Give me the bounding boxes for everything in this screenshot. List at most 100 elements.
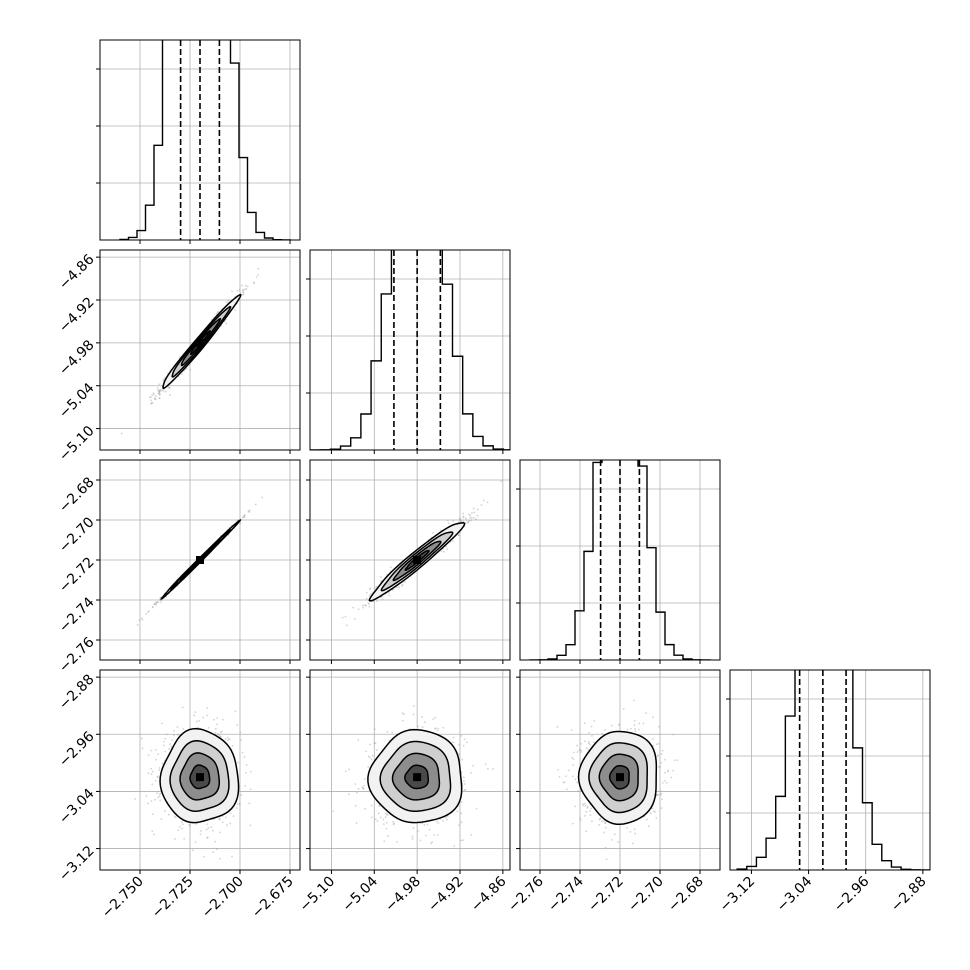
sample-point: [150, 773, 153, 775]
sample-point: [367, 766, 370, 769]
sample-point: [463, 738, 466, 741]
sample-point: [364, 604, 367, 607]
sample-point: [181, 820, 183, 823]
sample-point: [556, 726, 559, 728]
sample-point: [445, 816, 448, 819]
sample-point: [341, 616, 344, 619]
sample-point: [158, 391, 161, 394]
sample-point: [664, 758, 666, 761]
y-tick-label: −2.88: [56, 671, 98, 713]
sample-point: [155, 395, 157, 398]
x-tick-label: −4.86: [468, 873, 510, 915]
sample-point: [570, 729, 573, 732]
sample-point: [567, 769, 570, 772]
sample-point: [383, 840, 386, 843]
sample-point: [236, 803, 239, 806]
sample-point: [361, 786, 364, 789]
sample-point: [374, 587, 376, 589]
sample-point: [168, 386, 171, 389]
sample-point: [417, 830, 419, 832]
sample-point: [207, 827, 210, 829]
sample-point: [231, 290, 233, 293]
sample-point: [656, 793, 658, 796]
sample-point: [470, 771, 473, 774]
sample-point: [473, 511, 476, 514]
sample-point: [580, 749, 583, 752]
sample-point: [442, 819, 444, 822]
panel-content: [310, 250, 510, 450]
sample-point: [236, 724, 239, 726]
sample-point: [466, 741, 468, 744]
sample-point: [589, 810, 591, 812]
sample-point: [225, 322, 228, 325]
sample-point: [452, 520, 455, 522]
sample-point: [161, 389, 164, 392]
sample-point: [468, 513, 470, 516]
x-tick-label: −2.74: [545, 873, 587, 915]
sample-point: [231, 744, 234, 747]
sample-point: [151, 401, 154, 404]
sample-point: [578, 748, 581, 751]
sample-point: [484, 763, 487, 766]
sample-point: [147, 610, 150, 613]
sample-point: [373, 728, 376, 731]
sample-point: [599, 817, 602, 820]
sample-point: [434, 716, 437, 719]
sample-point: [235, 807, 238, 809]
panel-frame: [309, 249, 511, 451]
sample-point: [386, 835, 389, 837]
sample-point: [576, 781, 578, 784]
sample-point: [647, 825, 650, 828]
sample-point: [227, 299, 230, 302]
sample-point: [432, 531, 435, 534]
sample-point: [219, 735, 222, 738]
sample-point: [168, 387, 171, 389]
sample-point: [164, 737, 167, 740]
sample-point: [241, 288, 244, 291]
density-panel-p1-p3: [306, 669, 511, 874]
sample-point: [460, 812, 462, 815]
sample-point: [660, 761, 663, 764]
sample-point: [580, 751, 582, 754]
sample-point: [386, 814, 389, 817]
sample-point: [153, 603, 156, 605]
sample-point: [447, 522, 450, 525]
sample-point: [574, 778, 577, 781]
sample-point: [344, 615, 347, 618]
sample-point: [238, 802, 241, 805]
sample-point: [436, 834, 439, 837]
sample-point: [579, 818, 582, 821]
sample-point: [400, 584, 403, 587]
sample-point: [460, 734, 463, 737]
sample-point: [212, 829, 214, 832]
sample-point: [586, 807, 589, 809]
sample-point: [368, 594, 371, 597]
sample-point: [392, 820, 395, 823]
sample-point: [446, 815, 449, 818]
histogram-panel-p3: [726, 669, 931, 874]
sample-point: [558, 775, 561, 778]
sample-point: [234, 710, 237, 713]
sample-point: [362, 787, 364, 790]
sample-point: [638, 728, 640, 731]
y-tick-label: −5.04: [56, 380, 98, 422]
sample-point: [156, 601, 159, 603]
sample-point: [626, 827, 628, 829]
sample-point: [672, 733, 674, 736]
sample-point: [392, 588, 395, 591]
sample-point: [239, 803, 241, 806]
y-tick-label: −2.96: [56, 729, 98, 771]
sample-point: [562, 781, 565, 784]
sample-point: [605, 858, 608, 861]
sample-point: [150, 402, 153, 405]
sample-point: [158, 397, 161, 399]
sample-point: [446, 548, 449, 551]
sample-point: [670, 776, 673, 779]
sample-point: [242, 289, 245, 292]
sample-point: [136, 623, 139, 626]
sample-point: [610, 724, 613, 727]
sample-point: [384, 816, 387, 819]
sample-point: [158, 390, 161, 392]
sample-point: [633, 719, 636, 722]
sample-point: [571, 822, 574, 825]
